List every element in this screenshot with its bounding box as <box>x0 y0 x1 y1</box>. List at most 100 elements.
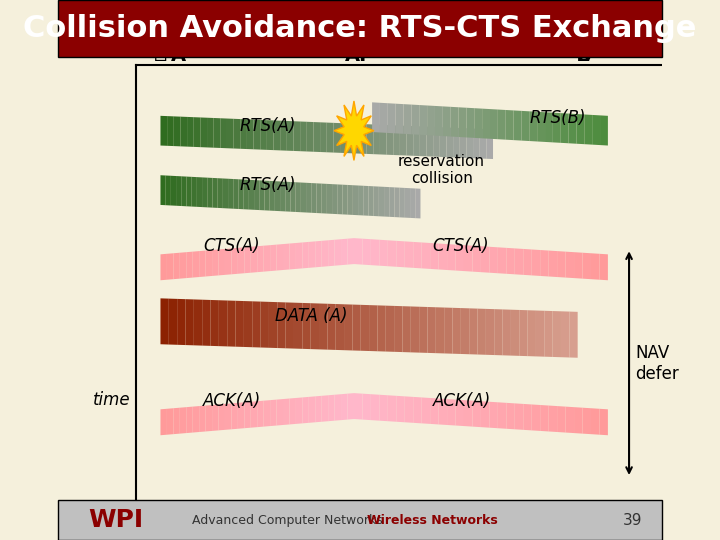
Polygon shape <box>341 394 348 420</box>
Polygon shape <box>161 298 168 345</box>
Polygon shape <box>585 114 592 145</box>
Polygon shape <box>180 407 186 434</box>
Polygon shape <box>482 109 490 139</box>
Polygon shape <box>257 246 264 272</box>
Polygon shape <box>393 125 400 156</box>
Polygon shape <box>251 401 257 428</box>
Polygon shape <box>231 403 238 429</box>
Polygon shape <box>498 402 506 429</box>
Polygon shape <box>283 399 289 425</box>
Polygon shape <box>306 183 311 213</box>
Text: reservation
collision: reservation collision <box>398 154 485 186</box>
Polygon shape <box>202 177 207 207</box>
Polygon shape <box>369 186 374 216</box>
Polygon shape <box>523 249 531 275</box>
Polygon shape <box>340 123 347 153</box>
Text: Collision Avoidance: RTS-CTS Exchange: Collision Avoidance: RTS-CTS Exchange <box>23 14 697 43</box>
Polygon shape <box>529 111 537 141</box>
Polygon shape <box>212 249 218 276</box>
Polygon shape <box>287 121 294 151</box>
Polygon shape <box>199 406 206 432</box>
Polygon shape <box>419 307 428 353</box>
Polygon shape <box>426 126 433 157</box>
Text: RTS(B): RTS(B) <box>529 109 586 127</box>
Polygon shape <box>194 299 202 346</box>
Polygon shape <box>315 241 322 267</box>
Polygon shape <box>283 244 289 270</box>
Polygon shape <box>456 400 464 426</box>
Polygon shape <box>436 307 444 353</box>
Polygon shape <box>536 310 544 356</box>
Polygon shape <box>235 301 244 347</box>
Polygon shape <box>435 106 443 136</box>
Polygon shape <box>231 248 238 274</box>
Polygon shape <box>225 403 231 430</box>
Polygon shape <box>335 239 341 266</box>
Polygon shape <box>167 408 174 435</box>
Polygon shape <box>531 249 540 276</box>
Polygon shape <box>322 184 327 213</box>
Polygon shape <box>249 180 254 210</box>
Polygon shape <box>519 310 528 356</box>
Polygon shape <box>553 113 561 143</box>
Polygon shape <box>372 102 380 132</box>
Polygon shape <box>354 124 360 153</box>
Polygon shape <box>289 243 296 269</box>
Polygon shape <box>373 125 380 154</box>
Polygon shape <box>600 254 608 280</box>
Polygon shape <box>360 124 366 154</box>
Polygon shape <box>386 306 394 352</box>
Polygon shape <box>274 120 280 150</box>
Polygon shape <box>388 240 396 267</box>
Polygon shape <box>403 104 411 134</box>
Polygon shape <box>161 175 166 205</box>
Polygon shape <box>358 186 364 215</box>
Polygon shape <box>577 114 585 144</box>
Polygon shape <box>366 124 373 154</box>
Polygon shape <box>490 109 498 139</box>
Text: RTS(A): RTS(A) <box>239 176 296 194</box>
Polygon shape <box>344 304 352 350</box>
Polygon shape <box>591 253 600 280</box>
Text: AP: AP <box>346 46 374 65</box>
Polygon shape <box>444 308 452 354</box>
Polygon shape <box>461 308 469 354</box>
Polygon shape <box>467 128 473 158</box>
Polygon shape <box>161 116 167 146</box>
Polygon shape <box>285 181 290 212</box>
Polygon shape <box>227 119 233 148</box>
Polygon shape <box>428 307 436 353</box>
Polygon shape <box>422 242 430 269</box>
Polygon shape <box>570 312 577 357</box>
Polygon shape <box>319 303 328 350</box>
Polygon shape <box>561 311 570 357</box>
Polygon shape <box>354 238 362 265</box>
Polygon shape <box>166 176 171 205</box>
Polygon shape <box>327 123 333 152</box>
Polygon shape <box>422 397 430 424</box>
Polygon shape <box>396 396 405 422</box>
Polygon shape <box>569 113 577 144</box>
Polygon shape <box>396 241 405 267</box>
Polygon shape <box>369 305 377 351</box>
Polygon shape <box>473 129 480 159</box>
Polygon shape <box>332 184 337 214</box>
Polygon shape <box>460 128 467 158</box>
Polygon shape <box>267 120 274 150</box>
Polygon shape <box>480 129 487 159</box>
Polygon shape <box>197 177 202 207</box>
Polygon shape <box>275 181 280 211</box>
Text: CTS(A): CTS(A) <box>203 237 259 255</box>
Polygon shape <box>464 245 472 272</box>
Polygon shape <box>223 178 228 208</box>
Polygon shape <box>402 306 411 352</box>
Polygon shape <box>244 301 252 347</box>
Polygon shape <box>270 181 275 211</box>
Polygon shape <box>276 244 283 271</box>
Polygon shape <box>294 302 302 349</box>
Polygon shape <box>400 188 405 218</box>
Polygon shape <box>377 306 386 352</box>
Polygon shape <box>343 185 348 214</box>
Polygon shape <box>310 303 319 349</box>
Polygon shape <box>487 129 493 159</box>
